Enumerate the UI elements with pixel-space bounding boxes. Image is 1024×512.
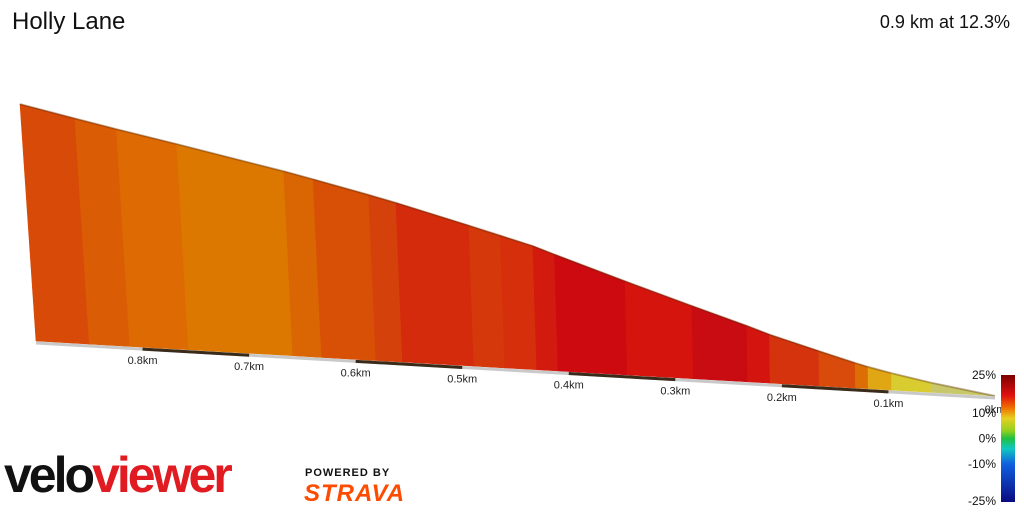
x-tick-label: 0.4km (554, 380, 584, 392)
profile-top-edge (746, 324, 770, 336)
profile-top-edge (395, 201, 470, 227)
x-tick-label: 0.5km (447, 373, 477, 385)
distance-ticks: 0.8km 0.7km 0.6km 0.5km 0.4km 0.3km 0.2km 0.1km… (128, 355, 1006, 416)
logo-viewer: viewer (92, 447, 233, 503)
gradient-color-bar (1001, 375, 1015, 502)
gradient-color-scale: 25% 10% 0% -10% -25% (968, 368, 1015, 508)
profile-top-edge (854, 362, 869, 368)
profile-top-edge (283, 170, 314, 181)
profile-segment (624, 280, 694, 380)
profile-top-edge (624, 280, 693, 307)
profile-segment (930, 382, 996, 397)
profile-segment (499, 235, 538, 371)
profile-top-edge (867, 365, 892, 375)
color-scale-label: 25% (972, 368, 996, 382)
profile-top-edge (176, 143, 284, 173)
x-tick-label: 0km (985, 404, 1006, 416)
x-tick-label: 0.2km (767, 392, 797, 404)
color-scale-label: 0% (979, 432, 997, 446)
profile-segments (19, 103, 996, 397)
profile-top-edge (312, 178, 369, 196)
x-tick-label: 0.1km (873, 398, 903, 410)
distance-band (568, 372, 676, 382)
profile-top-edge (532, 245, 555, 256)
profile-top-edge (769, 333, 820, 352)
profile-top-edge (499, 234, 534, 247)
x-tick-label: 0.6km (341, 367, 371, 379)
profile-top-edge (116, 128, 177, 146)
segment-summary: 0.9 km at 12.3% (879, 12, 1010, 32)
veloviewer-logo: veloviewer (4, 447, 233, 503)
profile-base (35, 341, 996, 400)
logo-velo: velo (4, 447, 95, 503)
x-tick-label: 0.3km (660, 386, 690, 398)
x-tick-label: 0.7km (234, 361, 264, 373)
profile-segment (532, 245, 559, 372)
profile-segment (312, 178, 377, 361)
profile-segment (691, 305, 749, 383)
profile-top-edge (818, 350, 856, 364)
profile-top-edge (891, 372, 932, 384)
profile-top-edge (368, 193, 397, 204)
color-scale-label: 10% (972, 406, 996, 420)
powered-by-label: POWERED BY (305, 467, 391, 479)
color-scale-label: -25% (968, 494, 996, 508)
strava-logo: STRAVA (304, 480, 406, 507)
profile-segment (554, 254, 628, 376)
profile-top-edge (19, 103, 76, 120)
color-scale-label: -10% (968, 457, 996, 471)
profile-top-edge (930, 381, 996, 397)
distance-band (355, 359, 463, 369)
profile-top-edge (74, 117, 117, 131)
page-title: Holly Lane (12, 8, 126, 35)
profile-segment (395, 202, 475, 367)
profile-segment (468, 225, 506, 369)
profile-segment (176, 143, 294, 357)
profile-top-edge (554, 253, 626, 283)
profile-top-edge (468, 224, 501, 237)
distance-band (781, 384, 889, 394)
profile-top-edge (691, 305, 748, 327)
x-tick-label: 0.8km (128, 355, 158, 367)
profile-segment (891, 372, 932, 393)
distance-band (142, 347, 250, 357)
